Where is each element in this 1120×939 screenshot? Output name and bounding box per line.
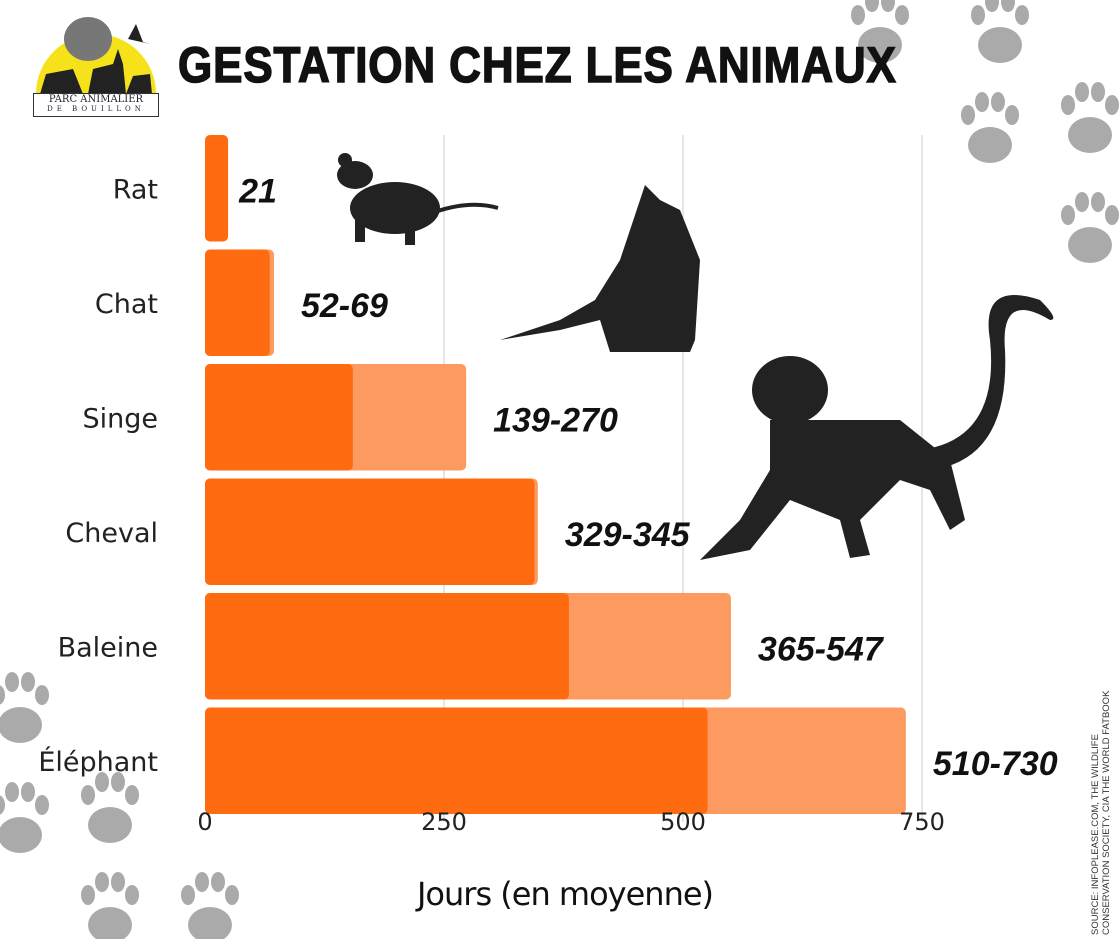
paw-toe	[1015, 5, 1029, 25]
paw-pad	[1068, 227, 1112, 263]
paw-toe	[975, 92, 989, 112]
paw-toe	[895, 5, 909, 25]
paw-toe	[5, 782, 19, 802]
paw-toe	[881, 0, 895, 12]
category-label: Cheval	[65, 518, 158, 549]
category-label: Baleine	[58, 632, 158, 663]
paw-toe	[851, 5, 865, 25]
cat-silhouette-icon	[500, 185, 700, 352]
paw-toe	[35, 795, 49, 815]
value-label: 21	[238, 172, 277, 210]
paw-pad	[968, 127, 1012, 163]
paw-pad	[1068, 117, 1112, 153]
paw-toe	[1105, 205, 1119, 225]
bar-min-1	[205, 249, 270, 356]
paw-toe	[181, 885, 195, 905]
paw-toe	[1091, 82, 1105, 102]
category-label: Singe	[82, 403, 158, 434]
paw-toe	[1061, 205, 1075, 225]
paw-toe	[1075, 82, 1089, 102]
category-label: Chat	[95, 289, 158, 320]
value-label: 365-547	[758, 630, 885, 668]
paw-toe	[1061, 95, 1075, 115]
x-tick-label: 500	[660, 808, 706, 836]
rat-silhouette-icon	[337, 153, 499, 245]
paw-toe	[111, 872, 125, 892]
paw-pad	[0, 707, 42, 743]
paw-pad	[88, 907, 132, 939]
value-label: 329-345	[565, 516, 691, 554]
category-label: Rat	[113, 174, 158, 205]
parc-animalier-logo	[36, 17, 156, 94]
value-label: 52-69	[301, 287, 388, 325]
bar-min-4	[205, 593, 569, 700]
paw-toe	[0, 685, 5, 705]
paw-toe	[195, 872, 209, 892]
paw-toe	[21, 672, 35, 692]
chart-title: GESTATION CHEZ LES ANIMAUX	[177, 36, 897, 94]
paw-toe	[865, 0, 879, 12]
x-tick-label: 0	[197, 808, 212, 836]
paw-toe	[0, 795, 5, 815]
bar-min-2	[205, 364, 353, 471]
paw-toe	[985, 0, 999, 12]
logo-line1: PARC ANIMALIER	[48, 94, 144, 105]
x-tick-label: 750	[899, 808, 945, 836]
x-axis-label: Jours (en moyenne)	[415, 875, 713, 913]
logo-line2: DE BOUILLON	[47, 105, 145, 113]
logo-text: PARC ANIMALIER DE BOUILLON	[33, 93, 159, 117]
paw-toe	[211, 872, 225, 892]
paw-pad	[188, 907, 232, 939]
paw-toe	[991, 92, 1005, 112]
bar-min-5	[205, 707, 708, 814]
paw-pad	[0, 817, 42, 853]
paw-toe	[961, 105, 975, 125]
paw-toe	[971, 5, 985, 25]
paw-toe	[95, 872, 109, 892]
paw-toe	[1005, 105, 1019, 125]
paw-toe	[95, 772, 109, 792]
source-note: SOURCE: INFOPLEASE.COM, THE WILDLIFE CON…	[1090, 690, 1112, 935]
paw-toe	[225, 885, 239, 905]
paw-toe	[125, 885, 139, 905]
value-label: 510-730	[933, 745, 1058, 783]
paw-toe	[1001, 0, 1015, 12]
paw-toe	[1075, 192, 1089, 212]
monkey-silhouette-icon	[700, 295, 1054, 560]
paw-toe	[81, 785, 95, 805]
paw-toe	[1091, 192, 1105, 212]
paw-toe	[21, 782, 35, 802]
paw-toe	[5, 672, 19, 692]
bar-min-3	[205, 478, 535, 585]
paw-pad	[978, 27, 1022, 63]
x-tick-label: 250	[421, 808, 467, 836]
value-label: 139-270	[493, 401, 618, 439]
paw-toe	[35, 685, 49, 705]
paw-pad	[858, 27, 902, 63]
paw-toe	[81, 885, 95, 905]
paw-pad	[88, 807, 132, 843]
paw-toe	[111, 772, 125, 792]
category-label: Éléphant	[38, 746, 158, 778]
bar-min-0	[205, 135, 229, 242]
paw-toe	[1105, 95, 1119, 115]
paw-toe	[125, 785, 139, 805]
